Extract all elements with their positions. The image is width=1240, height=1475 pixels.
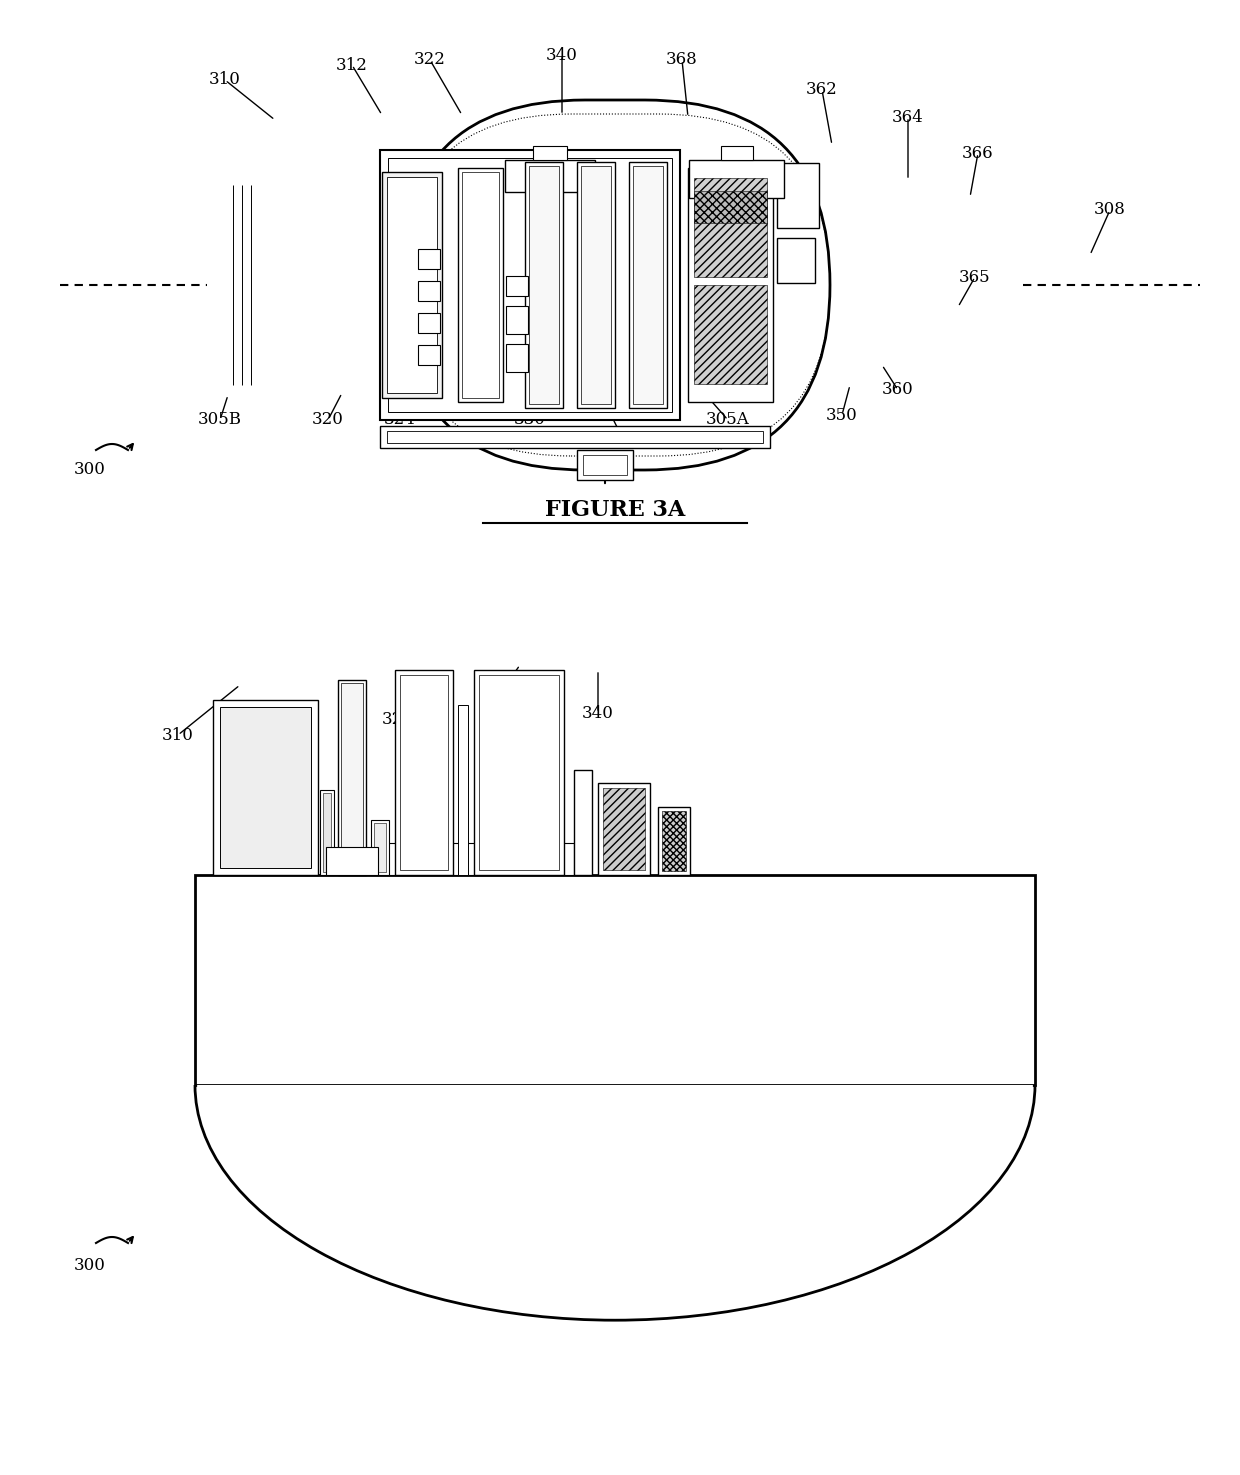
Text: 305: 305: [606, 429, 637, 445]
Text: 320: 320: [382, 711, 414, 729]
Bar: [529, 167, 559, 404]
Text: 330: 330: [515, 412, 546, 429]
Bar: [418, 313, 440, 333]
Text: 305A: 305A: [706, 412, 750, 429]
Bar: [598, 783, 650, 875]
Text: 308: 308: [1094, 202, 1126, 218]
Bar: [479, 676, 559, 870]
Bar: [505, 159, 595, 192]
Bar: [418, 282, 440, 301]
Bar: [506, 305, 528, 333]
Bar: [720, 146, 753, 159]
Text: 350: 350: [826, 407, 858, 423]
Bar: [583, 454, 627, 475]
Text: 300: 300: [74, 1257, 105, 1273]
Bar: [387, 177, 436, 392]
Text: 312: 312: [336, 56, 368, 74]
Bar: [387, 431, 763, 442]
FancyBboxPatch shape: [401, 100, 830, 471]
Bar: [401, 676, 448, 870]
Bar: [506, 344, 528, 372]
Text: 364: 364: [892, 109, 924, 125]
Bar: [658, 807, 689, 875]
Bar: [577, 162, 615, 409]
Text: 360: 360: [882, 382, 914, 398]
Bar: [458, 705, 467, 875]
Bar: [533, 146, 567, 159]
Bar: [383, 844, 574, 875]
Bar: [379, 426, 770, 448]
Bar: [662, 811, 686, 872]
Text: 305B: 305B: [198, 412, 242, 429]
Bar: [463, 173, 498, 398]
Text: 322: 322: [474, 699, 506, 715]
Bar: [632, 167, 663, 404]
Bar: [219, 707, 311, 867]
Text: 365: 365: [960, 268, 991, 286]
Bar: [577, 450, 632, 479]
Text: 362: 362: [806, 81, 838, 99]
Bar: [320, 791, 334, 875]
Bar: [458, 168, 503, 403]
Bar: [418, 345, 440, 364]
Text: 340: 340: [582, 705, 614, 721]
Bar: [629, 162, 667, 409]
Text: 368: 368: [666, 52, 698, 68]
Bar: [322, 794, 331, 872]
Bar: [694, 190, 768, 223]
Text: 300: 300: [74, 462, 105, 478]
Bar: [371, 820, 389, 875]
Wedge shape: [197, 1086, 1033, 1475]
Bar: [582, 167, 611, 404]
Bar: [341, 683, 363, 872]
Bar: [382, 173, 441, 398]
Text: 320: 320: [312, 412, 343, 429]
Bar: [574, 770, 591, 875]
Text: 340: 340: [546, 47, 578, 63]
Text: 322: 322: [414, 52, 446, 68]
Bar: [195, 875, 1035, 1086]
Bar: [777, 164, 818, 229]
Bar: [388, 158, 672, 412]
Bar: [396, 670, 453, 875]
Bar: [213, 701, 317, 875]
Text: 366: 366: [962, 145, 993, 161]
Bar: [326, 847, 378, 875]
Text: FIGURE 3B: FIGURE 3B: [544, 1308, 686, 1330]
Bar: [525, 162, 563, 409]
Bar: [688, 168, 773, 403]
Bar: [603, 788, 645, 870]
Bar: [418, 249, 440, 268]
Bar: [374, 823, 386, 872]
Bar: [474, 670, 564, 875]
Bar: [379, 150, 680, 420]
Bar: [694, 178, 768, 277]
Bar: [777, 237, 815, 283]
Bar: [339, 680, 366, 875]
Bar: [689, 159, 784, 198]
Bar: [694, 285, 768, 384]
Bar: [506, 276, 528, 296]
Text: 310: 310: [210, 71, 241, 88]
Text: FIGURE 3A: FIGURE 3A: [544, 499, 686, 521]
Text: 324: 324: [384, 412, 415, 429]
Text: 310: 310: [162, 727, 193, 743]
